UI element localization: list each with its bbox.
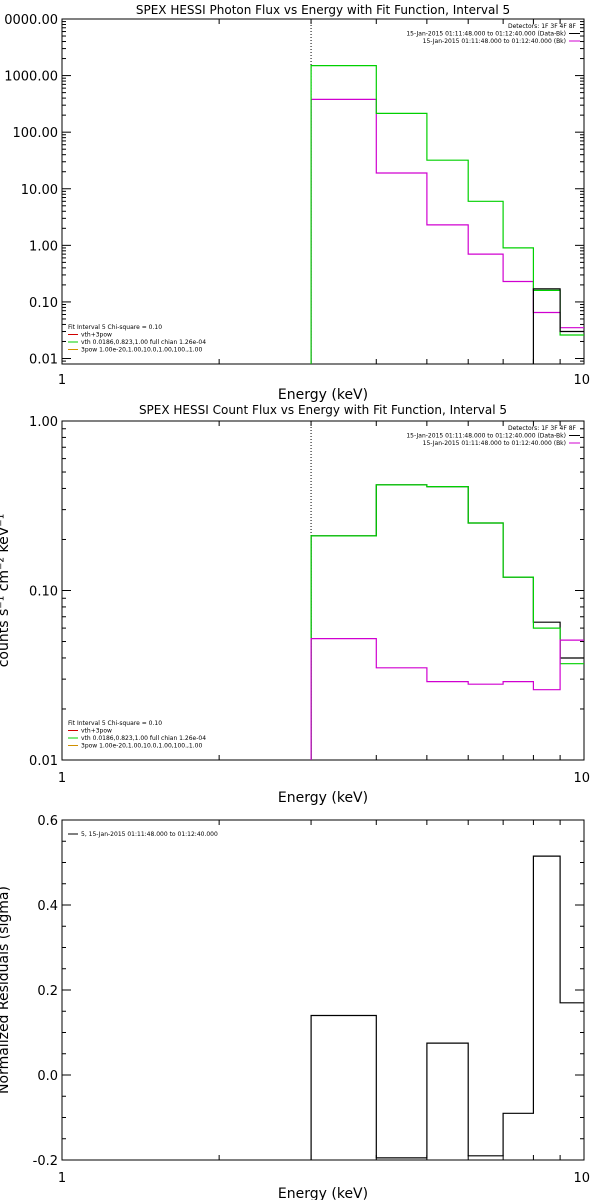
x-axis-label: Energy (keV) — [278, 790, 368, 806]
legend-entry: Fit Interval 5 Chi-square = 0.10 — [68, 324, 162, 331]
x-axis-label: Energy (keV) — [278, 387, 368, 403]
legend-entry: Fit Interval 5 Chi-square = 0.10 — [68, 720, 162, 727]
y-tick-label: 0.01 — [29, 754, 58, 769]
y-tick-label: 0.2 — [37, 984, 58, 999]
y-axis-label: Normalized Residuals (sigma) — [0, 886, 12, 1094]
x-tick-label: 10 — [573, 771, 590, 786]
y-tick-label: 1.00 — [29, 239, 58, 254]
legend-entry: Detectors: 1F 3F 4F 8F — [508, 23, 577, 30]
y-tick-label: 0.10 — [29, 585, 58, 600]
y-tick-label: 10.00 — [21, 183, 58, 198]
panel-3: -0.2 0.0 0.2 0.4 0.6 1 10 Energy (keV) Normalize… — [0, 814, 590, 1200]
legend-entry: 5, 15-Jan-2015 01:11:48.000 to 01:12:40.… — [81, 831, 218, 838]
y-tick-label: -0.2 — [33, 1154, 58, 1169]
series-black-step-line — [310, 855, 584, 1160]
y-tick-label: 0.01 — [29, 353, 58, 368]
y-tick-label: 0.10 — [29, 296, 58, 311]
legend-entry: 15-Jan-2015 01:11:48.000 to 01:12:40.000… — [423, 38, 566, 45]
x-tick-label: 10 — [573, 373, 590, 388]
x-tick-label: 1 — [58, 771, 66, 786]
y-tick-label: 0.4 — [37, 899, 58, 914]
legend-entry: vth 0.0186,0.823,1.00 full chian 1.26e-0… — [81, 735, 206, 742]
series-black-step-line — [532, 288, 584, 364]
y-tick-label: 0.6 — [37, 814, 58, 829]
legend-entry: 15-Jan-2015 01:11:48.000 to 01:12:40.000… — [423, 440, 566, 447]
panel-2: SPEX HESSI Count Flux vs Energy with Fit… — [0, 403, 590, 806]
legend-entry: 3pow 1.00e-20,1.00,10.0,1.00,100.,1.00 — [81, 743, 202, 750]
legend-entry: 3pow 1.00e-20,1.00,10.0,1.00,100.,1.00 — [81, 347, 202, 354]
x-tick-label: 1 — [58, 1171, 66, 1186]
y-tick-label: 0000.00 — [4, 13, 58, 28]
series-green-step-line — [310, 484, 584, 760]
x-tick-label: 1 — [58, 373, 66, 388]
plot-frame — [61, 819, 585, 1161]
legend-entry: Detectors: 1F 3F 4F 8F — [508, 425, 577, 432]
legend-entry: vth 0.0186,0.823,1.00 full chian 1.26e-0… — [81, 339, 206, 346]
x-axis-label: Energy (keV) — [278, 1186, 368, 1200]
series-magenta-step-line — [310, 98, 584, 364]
y-tick-label: 1.00 — [29, 415, 58, 430]
panel-1: SPEX HESSI Photon Flux vs Energy with Fi… — [4, 3, 590, 403]
legend-entry: vth+3pow — [81, 728, 112, 735]
plot-frame — [61, 18, 585, 365]
y-axis-label: counts s⁻¹ cm⁻² keV⁻¹ — [0, 514, 12, 668]
legend-entry: vth+3pow — [81, 332, 112, 339]
chart-title: SPEX HESSI Count Flux vs Energy with Fit… — [139, 403, 507, 417]
y-tick-label: 0.0 — [37, 1069, 58, 1084]
x-tick-label: 10 — [573, 1171, 590, 1186]
series-green-step-line — [310, 65, 584, 364]
legend-entry: 15-Jan-2015 01:11:48.000 to 01:12:40.000… — [406, 433, 566, 440]
y-tick-label: 100.00 — [13, 126, 59, 141]
y-tick-label: 1000.00 — [4, 70, 58, 85]
legend-entry: 15-Jan-2015 01:11:48.000 to 01:12:40.000… — [406, 31, 566, 38]
series-magenta-step-line — [310, 638, 584, 760]
series-black-step-line — [310, 484, 584, 760]
plot-frame — [61, 420, 585, 761]
chart-title: SPEX HESSI Photon Flux vs Energy with Fi… — [136, 3, 510, 17]
